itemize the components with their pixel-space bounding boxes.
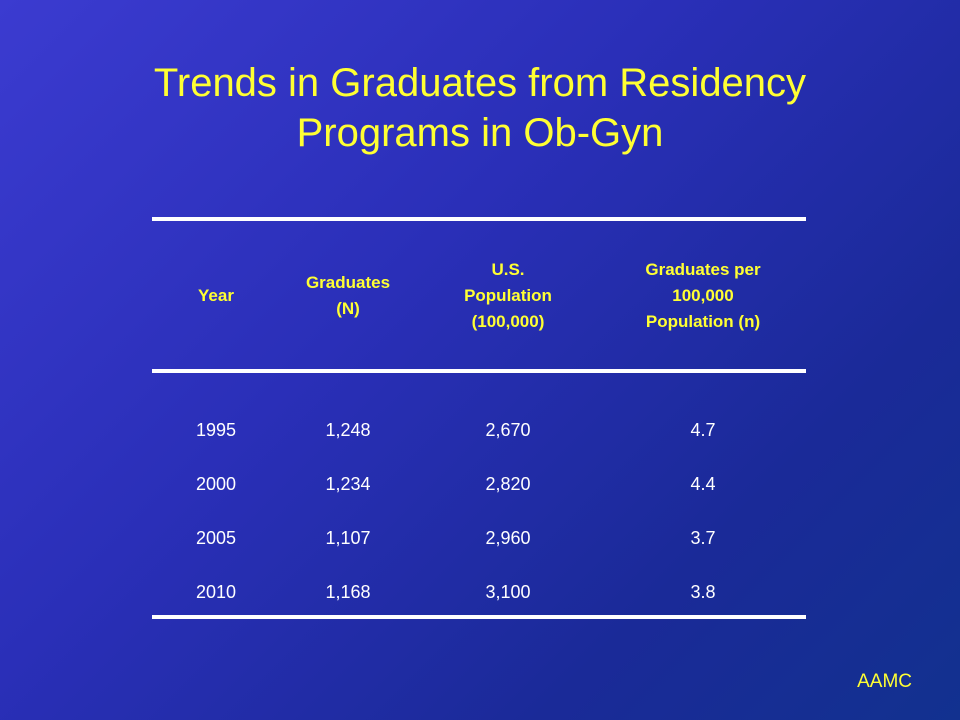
header-rate-line-2: 100,000 (672, 286, 734, 305)
slide-title: Trends in Graduates from Residency Progr… (80, 58, 880, 158)
header-population-line-3: (100,000) (471, 312, 545, 331)
slide-title-line-2: Programs in Ob-Gyn (296, 111, 664, 155)
header-graduates-per-100000: Graduates per 100,000 Population (n) (600, 230, 806, 362)
footer-source: AAMC (857, 671, 912, 692)
header-population-line-1: U.S. (491, 260, 525, 279)
table-bottom-rule (152, 615, 806, 619)
table-header-rule (152, 369, 806, 373)
header-graduates: Graduates (N) (280, 230, 416, 362)
header-population: U.S. Population (100,000) (416, 230, 600, 362)
cell-rate: 4.7 (690, 420, 716, 440)
header-population-line-2: Population (464, 286, 552, 305)
cell-graduates: 1,107 (325, 528, 371, 548)
header-graduates-line-2: (N) (336, 299, 360, 318)
slide-title-line-1: Trends in Graduates from Residency (153, 61, 807, 105)
cell-year: 2010 (195, 582, 237, 602)
header-rate-line-1: Graduates per (645, 260, 761, 279)
cell-graduates: 1,234 (325, 474, 371, 494)
cell-rate: 4.4 (690, 474, 716, 494)
cell-population: 3,100 (485, 582, 531, 602)
header-graduates-line-1: Graduates (305, 273, 391, 292)
cell-population: 2,820 (485, 474, 531, 494)
cell-rate: 3.7 (690, 528, 716, 548)
header-year: Year (152, 230, 280, 362)
cell-year: 1995 (195, 420, 237, 440)
cell-graduates: 1,248 (325, 420, 371, 440)
cell-year: 2005 (195, 528, 237, 548)
cell-population: 2,960 (485, 528, 531, 548)
table-top-rule (152, 217, 806, 221)
cell-graduates: 1,168 (325, 582, 371, 602)
header-year-line-1: Year (198, 286, 234, 305)
header-rate-line-3: Population (n) (645, 312, 761, 331)
cell-population: 2,670 (485, 420, 531, 440)
cell-rate: 3.8 (690, 582, 716, 602)
cell-year: 2000 (195, 474, 237, 494)
